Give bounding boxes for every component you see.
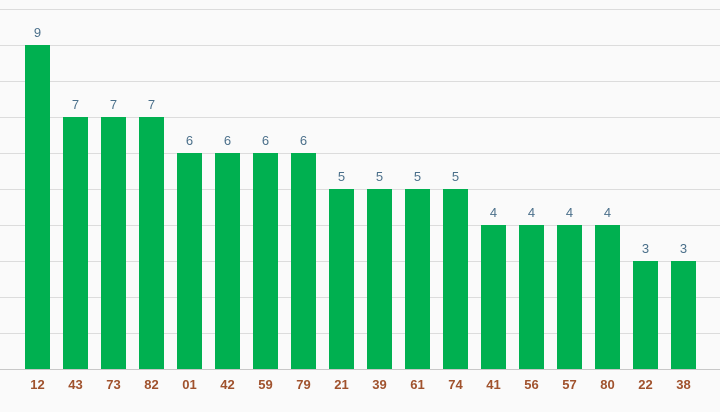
value-label-80: 4: [604, 205, 611, 220]
bars: [25, 45, 696, 369]
value-labels: 9 7 7 7 6 6 6 6 5 5 5 5 4 4 4 4 3 3: [34, 25, 687, 256]
bar-43: [63, 117, 88, 369]
bar-59: [253, 153, 278, 369]
bar-61: [405, 189, 430, 369]
x-tick-label-80: 80: [600, 377, 614, 392]
bar-57: [557, 225, 582, 369]
x-tick-label-74: 74: [448, 377, 463, 392]
value-label-42: 6: [224, 133, 231, 148]
x-tick-label-82: 82: [144, 377, 158, 392]
x-tick-label-79: 79: [296, 377, 310, 392]
x-tick-label-38: 38: [676, 377, 690, 392]
x-tick-label-73: 73: [106, 377, 120, 392]
bar-39: [367, 189, 392, 369]
bar-21: [329, 189, 354, 369]
bar-22: [633, 261, 658, 369]
value-label-21: 5: [338, 169, 345, 184]
value-label-61: 5: [414, 169, 421, 184]
value-label-74: 5: [452, 169, 459, 184]
value-label-38: 3: [680, 241, 687, 256]
value-label-12: 9: [34, 25, 41, 40]
bar-82: [139, 117, 164, 369]
x-tick-label-59: 59: [258, 377, 272, 392]
x-tick-label-43: 43: [68, 377, 82, 392]
value-label-82: 7: [148, 97, 155, 112]
bar-73: [101, 117, 126, 369]
value-label-73: 7: [110, 97, 117, 112]
x-tick-label-12: 12: [30, 377, 44, 392]
bar-41: [481, 225, 506, 369]
x-tick-label-61: 61: [410, 377, 424, 392]
bar-38: [671, 261, 696, 369]
value-label-22: 3: [642, 241, 649, 256]
bar-80: [595, 225, 620, 369]
x-tick-label-42: 42: [220, 377, 234, 392]
x-tick-labels: 12 43 73 82 01 42 59 79 21 39 61 74 41 56 57 80 22 38: [30, 377, 690, 392]
value-label-57: 4: [566, 205, 573, 220]
value-label-41: 4: [490, 205, 497, 220]
value-label-01: 6: [186, 133, 193, 148]
value-label-39: 5: [376, 169, 383, 184]
x-tick-label-56: 56: [524, 377, 538, 392]
value-label-79: 6: [300, 133, 307, 148]
bar-74: [443, 189, 468, 369]
value-label-56: 4: [528, 205, 535, 220]
bar-42: [215, 153, 240, 369]
bar-79: [291, 153, 316, 369]
x-tick-label-22: 22: [638, 377, 652, 392]
x-tick-label-57: 57: [562, 377, 576, 392]
x-tick-label-01: 01: [182, 377, 196, 392]
x-tick-label-41: 41: [486, 377, 500, 392]
bar-12: [25, 45, 50, 369]
value-label-59: 6: [262, 133, 269, 148]
x-tick-label-21: 21: [334, 377, 348, 392]
bar-56: [519, 225, 544, 369]
x-tick-label-39: 39: [372, 377, 386, 392]
bar-01: [177, 153, 202, 369]
value-label-43: 7: [72, 97, 79, 112]
